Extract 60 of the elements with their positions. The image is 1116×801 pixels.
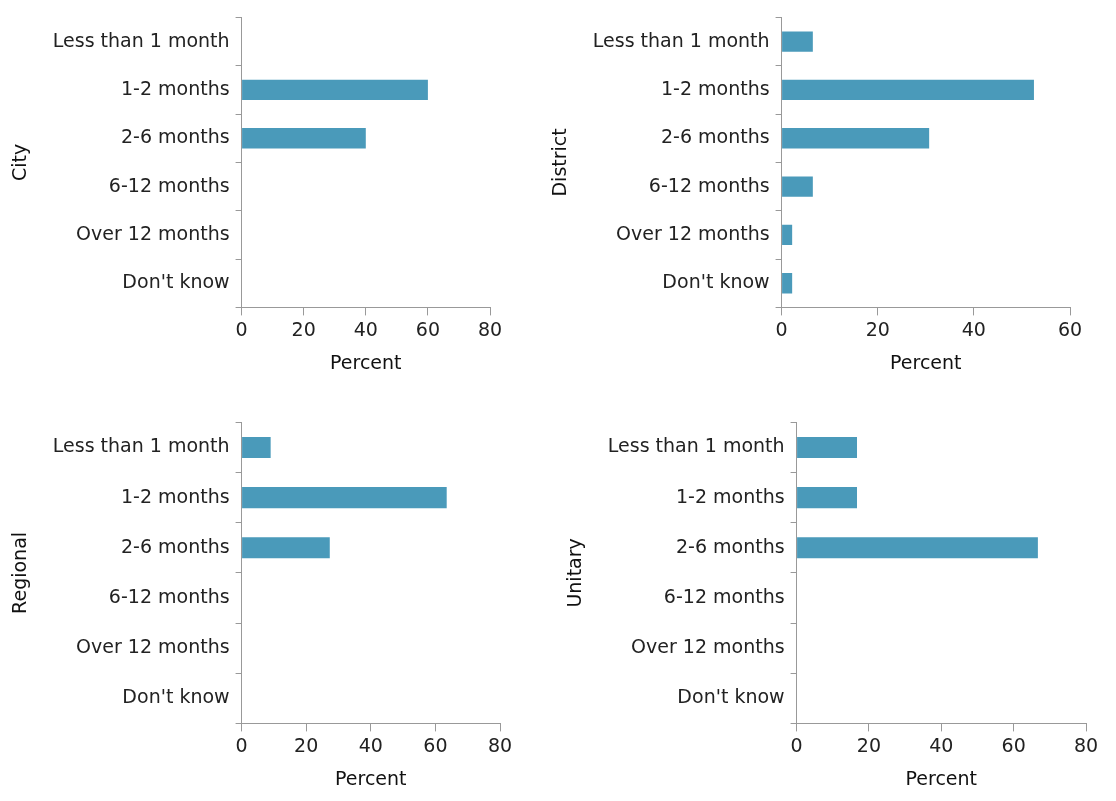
bar <box>242 487 447 509</box>
y-tick-label: 1-2 months <box>120 484 230 507</box>
y-tick-label: Less than 1 month <box>607 434 785 457</box>
x-tick-label: 80 <box>487 733 513 756</box>
x-tick-label: 40 <box>358 733 383 756</box>
bar <box>782 273 793 294</box>
y-tick-label: Less than 1 month <box>52 434 230 457</box>
y-tick-label: 1-2 months <box>120 76 230 99</box>
x-tick-label: 0 <box>235 733 248 756</box>
y-tick-label: Less than 1 month <box>592 28 770 51</box>
x-tick-label: 40 <box>961 317 986 340</box>
y-tick-label: Don't know <box>677 685 785 708</box>
x-tick-label: 60 <box>1001 733 1026 756</box>
x-tick-label: 80 <box>1073 733 1099 756</box>
y-tick-label: Over 12 months <box>76 221 230 244</box>
y-axis-title: Regional <box>8 531 31 614</box>
x-axis-title: Percent <box>330 350 402 373</box>
x-tick-label: 0 <box>775 317 788 340</box>
y-tick-label: Don't know <box>122 685 230 708</box>
bar <box>242 537 330 559</box>
x-tick-label: 60 <box>423 733 448 756</box>
bar <box>782 128 930 149</box>
y-tick-label: 2-6 months <box>120 534 230 557</box>
x-tick-label: 20 <box>856 733 882 756</box>
y-tick-label: 6-12 months <box>648 173 770 196</box>
x-tick-label: 20 <box>294 733 319 756</box>
x-tick-label: 0 <box>790 733 803 756</box>
bar <box>242 436 271 459</box>
x-tick-label: 40 <box>353 317 378 340</box>
x-tick-label: 20 <box>291 317 316 340</box>
bar <box>782 224 793 246</box>
x-axis-title: Percent <box>905 766 978 789</box>
y-tick-label: 6-12 months <box>663 584 785 607</box>
y-tick-label: Don't know <box>662 270 770 293</box>
y-tick-label: 6-12 months <box>108 584 230 607</box>
x-axis-title: Percent <box>890 350 962 373</box>
y-axis-title: Unitary <box>563 538 586 608</box>
bar <box>782 79 1034 101</box>
x-axis-title: Percent <box>335 766 407 789</box>
x-tick-label: 20 <box>865 317 890 340</box>
y-tick-label: 2-6 months <box>660 125 770 148</box>
y-tick-label: Don't know <box>122 270 230 293</box>
y-tick-label: Over 12 months <box>616 221 770 244</box>
y-tick-label: Less than 1 month <box>52 28 230 51</box>
y-tick-label: 2-6 months <box>675 534 785 557</box>
y-tick-label: 1-2 months <box>660 76 770 99</box>
y-tick-label: Over 12 months <box>76 635 230 658</box>
x-tick-label: 60 <box>415 317 440 340</box>
y-tick-label: Over 12 months <box>631 635 785 658</box>
bar <box>782 176 813 197</box>
y-tick-label: 2-6 months <box>120 125 230 148</box>
x-tick-label: 0 <box>235 317 248 340</box>
x-tick-label: 40 <box>929 733 954 756</box>
y-axis-title: City <box>8 143 31 182</box>
x-tick-label: 60 <box>1057 317 1083 340</box>
y-tick-label: 1-2 months <box>675 484 785 507</box>
y-axis-title: District <box>548 128 571 197</box>
bar <box>782 31 813 52</box>
x-tick-label: 80 <box>477 317 503 340</box>
y-tick-label: 6-12 months <box>108 173 230 196</box>
